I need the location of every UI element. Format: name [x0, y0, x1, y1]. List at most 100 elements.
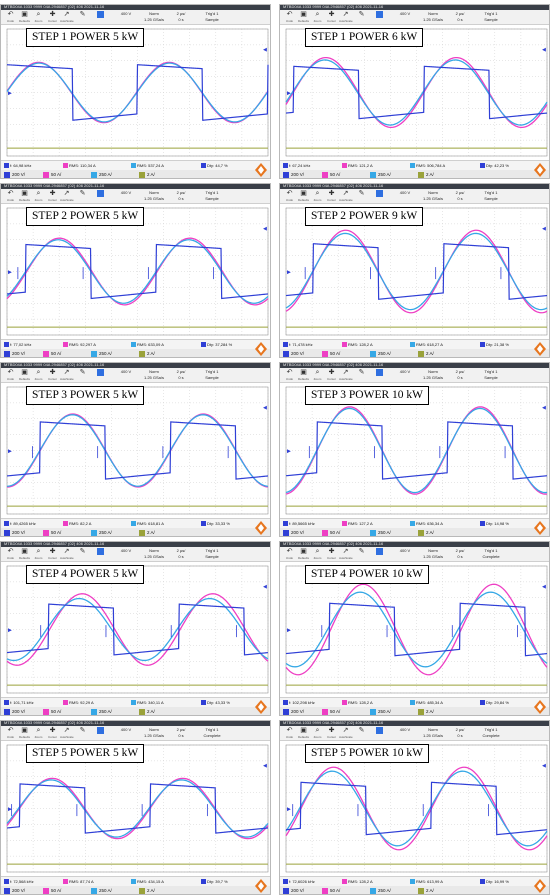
toolbar-button-zoom[interactable]: ⌕ Zoom [32, 369, 45, 381]
channel-scale-3[interactable]: 250 A/ [370, 709, 391, 715]
channel-scale-4[interactable]: 2 A/ [139, 888, 155, 894]
channel-scale-1[interactable]: 200 V/ [283, 351, 304, 357]
channel-scale-1[interactable]: 200 V/ [4, 709, 25, 715]
channel-scale-2[interactable]: 50 A/ [322, 172, 340, 178]
channel-scale-2[interactable]: 50 A/ [322, 351, 340, 357]
channel-scale-4[interactable]: 2 A/ [139, 172, 155, 178]
channel-scale-2[interactable]: 50 A/ [43, 530, 61, 536]
toolbar-button-zoom[interactable]: ⌕ Zoom [32, 548, 45, 560]
channel-scale-2[interactable]: 50 A/ [322, 530, 340, 536]
toolbar-button-defaults[interactable]: ▣ Defaults [297, 190, 310, 202]
toolbar-button-cursor[interactable]: ✚ Cursor [325, 190, 338, 202]
toolbar-button-cursor[interactable]: ✚ Cursor [46, 369, 59, 381]
toolbar-button-undo[interactable]: ↶ Undo [4, 727, 17, 739]
channel-scale-2[interactable]: 50 A/ [43, 888, 61, 894]
toolbar-button-undo[interactable]: ↶ Undo [4, 11, 17, 23]
toolbar-button-zoom[interactable]: ⌕ Zoom [311, 11, 324, 23]
channel-scale-2[interactable]: 50 A/ [43, 351, 61, 357]
toolbar-button-defaults[interactable]: ▣ Defaults [18, 727, 31, 739]
toolbar-button-zoom[interactable]: ⌕ Zoom [311, 548, 324, 560]
toolbar-button-cursor[interactable]: ✚ Cursor [46, 190, 59, 202]
toolbar-button-defaults[interactable]: ▣ Defaults [297, 369, 310, 381]
channel-scale-3[interactable]: 250 A/ [91, 351, 112, 357]
channel-1-selector[interactable] [374, 548, 384, 560]
toolbar-button-zoom[interactable]: ⌕ Zoom [32, 727, 45, 739]
toolbar-button-zoom[interactable]: ⌕ Zoom [311, 369, 324, 381]
toolbar-button-cursor[interactable]: ✚ Cursor [325, 727, 338, 739]
toolbar-button-autoscale[interactable]: ↗ AutoScale [339, 727, 353, 739]
toolbar-button-cursor[interactable]: ✚ Cursor [46, 548, 59, 560]
channel-scale-1[interactable]: 200 V/ [4, 530, 25, 536]
channel-scale-3[interactable]: 250 A/ [91, 888, 112, 894]
channel-scale-3[interactable]: 250 A/ [370, 351, 391, 357]
channel-scale-3[interactable]: 250 A/ [91, 709, 112, 715]
toolbar-button-autoscale[interactable]: ↗ AutoScale [339, 11, 353, 23]
toolbar-button-undo[interactable]: ↶ Undo [283, 190, 296, 202]
pen-icon[interactable]: ✎ [358, 11, 365, 18]
toolbar-button-cursor[interactable]: ✚ Cursor [325, 11, 338, 23]
toolbar-button-defaults[interactable]: ▣ Defaults [297, 11, 310, 23]
channel-1-selector[interactable] [95, 548, 105, 560]
channel-scale-1[interactable]: 200 V/ [4, 172, 25, 178]
channel-scale-3[interactable]: 250 A/ [91, 530, 112, 536]
pen-icon[interactable]: ✎ [79, 369, 86, 376]
channel-1-selector[interactable] [95, 11, 105, 23]
toolbar-button-defaults[interactable]: ▣ Defaults [18, 548, 31, 560]
toolbar-button-cursor[interactable]: ✚ Cursor [325, 369, 338, 381]
toolbar-button-autoscale[interactable]: ↗ AutoScale [60, 369, 74, 381]
channel-scale-1[interactable]: 200 V/ [283, 709, 304, 715]
toolbar-button-defaults[interactable]: ▣ Defaults [18, 190, 31, 202]
toolbar-button-autoscale[interactable]: ↗ AutoScale [339, 369, 353, 381]
channel-1-selector[interactable] [374, 11, 384, 23]
channel-scale-2[interactable]: 50 A/ [43, 709, 61, 715]
channel-1-selector[interactable] [374, 190, 384, 202]
toolbar-button-autoscale[interactable]: ↗ AutoScale [60, 548, 74, 560]
pen-icon[interactable]: ✎ [79, 11, 86, 18]
channel-scale-1[interactable]: 200 V/ [4, 351, 25, 357]
channel-1-selector[interactable] [374, 369, 384, 381]
channel-scale-4[interactable]: 2 A/ [139, 351, 155, 357]
channel-scale-3[interactable]: 250 A/ [370, 172, 391, 178]
channel-scale-1[interactable]: 200 V/ [283, 172, 304, 178]
toolbar-button-autoscale[interactable]: ↗ AutoScale [60, 11, 74, 23]
toolbar-button-defaults[interactable]: ▣ Defaults [18, 369, 31, 381]
channel-scale-1[interactable]: 200 V/ [4, 888, 25, 894]
channel-scale-3[interactable]: 250 A/ [91, 172, 112, 178]
channel-scale-4[interactable]: 2 A/ [418, 709, 434, 715]
channel-scale-4[interactable]: 2 A/ [139, 709, 155, 715]
toolbar-button-cursor[interactable]: ✚ Cursor [325, 548, 338, 560]
toolbar-button-autoscale[interactable]: ↗ AutoScale [60, 190, 74, 202]
toolbar-button-autoscale[interactable]: ↗ AutoScale [339, 190, 353, 202]
pen-icon[interactable]: ✎ [358, 190, 365, 197]
channel-scale-2[interactable]: 50 A/ [322, 888, 340, 894]
channel-1-selector[interactable] [95, 727, 105, 739]
channel-1-selector[interactable] [95, 369, 105, 381]
channel-scale-2[interactable]: 50 A/ [43, 172, 61, 178]
channel-scale-4[interactable]: 2 A/ [418, 351, 434, 357]
toolbar-button-zoom[interactable]: ⌕ Zoom [311, 190, 324, 202]
pen-icon[interactable]: ✎ [358, 548, 365, 555]
toolbar-button-defaults[interactable]: ▣ Defaults [18, 11, 31, 23]
toolbar-button-cursor[interactable]: ✚ Cursor [46, 727, 59, 739]
channel-scale-3[interactable]: 250 A/ [370, 888, 391, 894]
pen-icon[interactable]: ✎ [79, 548, 86, 555]
channel-scale-2[interactable]: 50 A/ [322, 709, 340, 715]
toolbar-button-undo[interactable]: ↶ Undo [4, 548, 17, 560]
toolbar-button-defaults[interactable]: ▣ Defaults [297, 727, 310, 739]
channel-scale-4[interactable]: 2 A/ [418, 172, 434, 178]
channel-scale-4[interactable]: 2 A/ [418, 530, 434, 536]
toolbar-button-undo[interactable]: ↶ Undo [283, 727, 296, 739]
channel-scale-1[interactable]: 200 V/ [283, 888, 304, 894]
toolbar-button-undo[interactable]: ↶ Undo [283, 11, 296, 23]
toolbar-button-undo[interactable]: ↶ Undo [283, 548, 296, 560]
pen-icon[interactable]: ✎ [358, 369, 365, 376]
channel-1-selector[interactable] [95, 190, 105, 202]
pen-icon[interactable]: ✎ [79, 727, 86, 734]
pen-icon[interactable]: ✎ [358, 727, 365, 734]
toolbar-button-zoom[interactable]: ⌕ Zoom [32, 190, 45, 202]
channel-scale-4[interactable]: 2 A/ [139, 530, 155, 536]
toolbar-button-defaults[interactable]: ▣ Defaults [297, 548, 310, 560]
toolbar-button-undo[interactable]: ↶ Undo [283, 369, 296, 381]
channel-scale-3[interactable]: 250 A/ [370, 530, 391, 536]
toolbar-button-undo[interactable]: ↶ Undo [4, 369, 17, 381]
